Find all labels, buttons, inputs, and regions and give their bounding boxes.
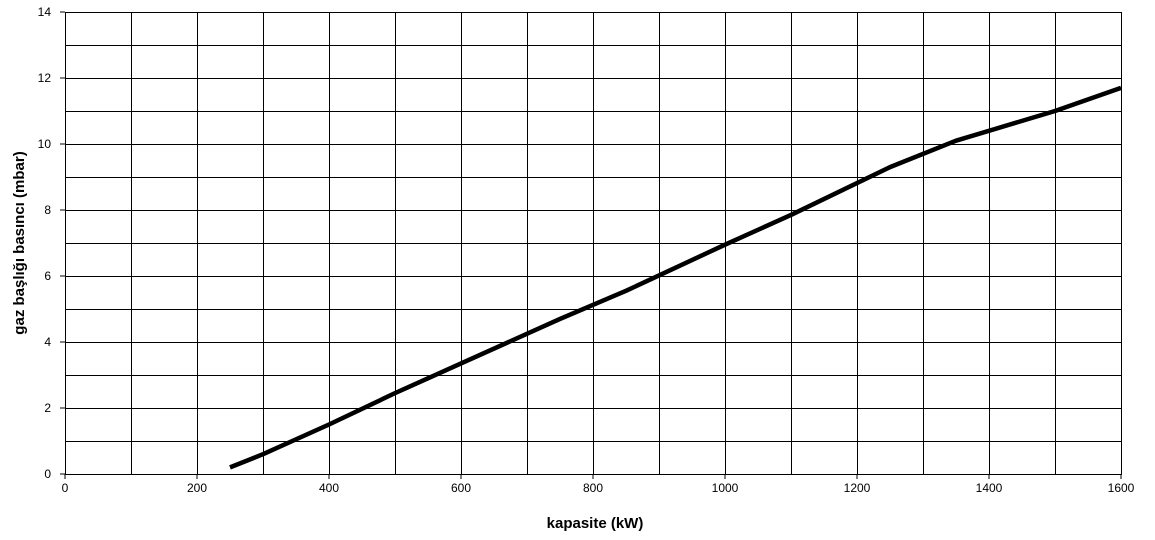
y-tick-label: 4: [44, 335, 51, 349]
x-tick-label: 0: [62, 481, 69, 495]
x-axis-title: kapasite (kW): [547, 515, 644, 532]
x-tick-label: 1400: [976, 481, 1003, 495]
y-tick-label: 12: [38, 71, 52, 85]
y-axis-title: gaz başlığı basıncı (mbar): [11, 151, 28, 334]
y-tick-label: 8: [44, 203, 51, 217]
series-line: [229, 85, 1122, 470]
x-tick-label: 1600: [1108, 481, 1135, 495]
y-tick-label: 2: [44, 401, 51, 415]
series-layer: [229, 85, 1122, 470]
y-tick-label: 6: [44, 269, 51, 283]
x-tick-label: 800: [583, 481, 603, 495]
x-tick-label: 1000: [712, 481, 739, 495]
y-tick-label: 14: [38, 5, 52, 19]
x-tick-label: 400: [319, 481, 339, 495]
x-tick-label: 200: [187, 481, 207, 495]
tick-labels: 0 200 400 600 800 1000 1200 1400 1600 0 2 4 6 8 10 12 14: [38, 5, 1135, 495]
x-tick-label: 1200: [844, 481, 871, 495]
y-tick-label: 10: [38, 137, 52, 151]
grid: [65, 12, 1122, 475]
x-tick-label: 600: [451, 481, 471, 495]
y-tick-label: 0: [44, 467, 51, 481]
